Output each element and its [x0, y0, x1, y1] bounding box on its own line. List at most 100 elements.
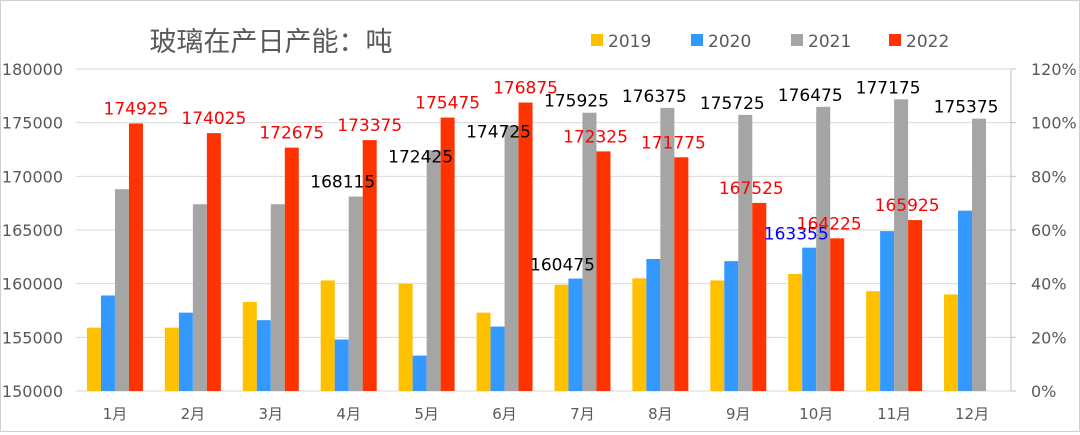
bar-2020 [100, 295, 115, 391]
bar-2021 [582, 112, 597, 391]
y-tick-label: 155000 [2, 328, 63, 347]
data-label-2022: 171775 [641, 133, 706, 153]
data-label-2021: 175925 [544, 92, 609, 112]
bar-2021 [894, 99, 909, 392]
bar-2021 [192, 204, 207, 391]
bar-2021 [426, 150, 441, 391]
bar-2019 [320, 280, 335, 391]
bar-2021 [660, 107, 675, 392]
x-tick-label: 12月 [955, 405, 989, 423]
x-tick-label: 11月 [877, 405, 911, 423]
bar-2021 [348, 196, 363, 391]
legend-swatch-2022 [889, 34, 901, 46]
bar-2022 [206, 133, 221, 392]
bar-2019 [554, 284, 569, 391]
bar-2020 [490, 326, 505, 391]
bar-2019 [866, 291, 881, 391]
bar-2021 [504, 125, 519, 391]
bar-2019 [86, 327, 101, 391]
data-label-2021: 176375 [622, 87, 687, 107]
bar-2022 [440, 117, 455, 392]
y2-tick-label: 120% [1031, 60, 1077, 79]
bar-2020 [802, 247, 817, 391]
y2-tick-label: 60% [1031, 221, 1067, 240]
bar-2019 [164, 327, 179, 391]
legend-label: 2019 [608, 32, 651, 52]
y2-tick-label: 0% [1031, 382, 1056, 401]
legend-swatch-2020 [691, 34, 703, 46]
legend-label: 2020 [708, 32, 751, 52]
x-tick-label: 8月 [648, 405, 673, 423]
data-label-2021: 176475 [778, 86, 843, 106]
x-tick-label: 1月 [103, 405, 128, 423]
x-tick-label: 4月 [336, 405, 361, 423]
bar-2019 [944, 294, 959, 391]
bar-2021 [270, 204, 285, 391]
legend-label: 2021 [808, 32, 851, 52]
x-tick-label: 9月 [726, 405, 751, 423]
legend-swatch-2019 [591, 34, 603, 46]
y2-tick-label: 100% [1031, 114, 1077, 133]
data-label-2022: 173375 [337, 116, 402, 136]
y-tick-label: 165000 [2, 221, 63, 240]
data-label-2021: 175375 [934, 98, 999, 118]
bar-2020 [412, 355, 427, 391]
bar-2020 [178, 312, 193, 391]
data-label-2021: 174725 [466, 123, 531, 143]
bar-2021 [114, 189, 129, 391]
legend-label: 2022 [906, 32, 949, 52]
bar-2020 [334, 339, 349, 391]
bar-2019 [242, 301, 257, 391]
bar-2022 [674, 157, 689, 391]
bar-2022 [362, 140, 377, 391]
data-label-2022: 167525 [719, 179, 784, 199]
y-tick-label: 180000 [2, 60, 63, 79]
bar-2022 [284, 147, 299, 391]
data-label-2022: 172675 [259, 124, 324, 144]
data-label-2021: 172425 [388, 147, 453, 167]
data-label-2022: 175475 [415, 94, 480, 114]
data-label-2022: 165925 [875, 196, 940, 216]
x-tick-label: 7月 [570, 405, 595, 423]
bar-2020 [958, 210, 973, 391]
bar-2019 [632, 278, 647, 391]
x-tick-label: 3月 [259, 405, 284, 423]
chart-title: 玻璃在产日产能：吨 [150, 27, 393, 58]
data-label-2021: 177175 [856, 78, 921, 98]
data-label-2022: 174025 [181, 109, 246, 129]
data-label-2022: 176875 [493, 79, 558, 99]
y2-tick-label: 80% [1031, 167, 1067, 186]
data-label-2022: 172325 [563, 127, 628, 147]
x-tick-label: 6月 [492, 405, 517, 423]
bar-2021 [738, 114, 753, 391]
x-tick-label: 5月 [414, 405, 439, 423]
data-label-2021: 175725 [700, 94, 765, 114]
data-label-2020: 163355 [764, 225, 829, 245]
bar-2019 [710, 280, 725, 391]
bar-2022 [518, 102, 533, 392]
bar-2020 [646, 258, 661, 391]
bar-2022 [128, 123, 143, 391]
bar-2019 [398, 283, 413, 391]
bar-2021 [972, 118, 987, 392]
bar-2022 [830, 238, 845, 391]
bar-2021 [816, 106, 831, 392]
bar-2022 [908, 220, 923, 391]
y2-tick-label: 40% [1031, 275, 1067, 294]
y-tick-label: 160000 [2, 275, 63, 294]
bar-2022 [596, 151, 611, 391]
bar-2022 [752, 202, 767, 391]
data-label-2020: 160475 [530, 256, 595, 276]
bar-2019 [476, 312, 491, 391]
bar-2020 [256, 320, 271, 391]
y-tick-label: 170000 [2, 167, 63, 186]
x-tick-label: 10月 [799, 405, 833, 423]
x-tick-label: 2月 [181, 405, 206, 423]
bar-2020 [880, 231, 895, 391]
y-tick-label: 150000 [2, 382, 63, 401]
y2-tick-label: 20% [1031, 328, 1067, 347]
bar-2019 [788, 274, 803, 391]
data-label-2022: 174925 [104, 99, 169, 119]
